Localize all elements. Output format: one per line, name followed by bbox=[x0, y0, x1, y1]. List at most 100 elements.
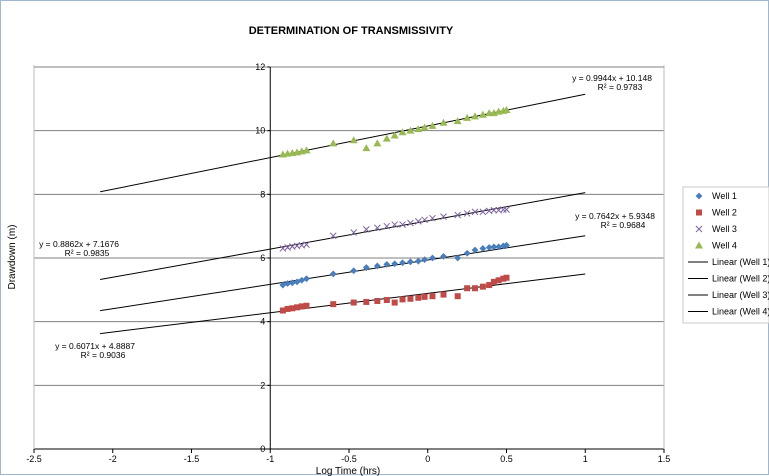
point-well-1 bbox=[373, 262, 381, 270]
legend-label: Well 2 bbox=[712, 208, 737, 218]
x-tick-label: -1.5 bbox=[184, 454, 200, 464]
y-tick-label: 8 bbox=[260, 189, 265, 199]
point-well-1 bbox=[399, 259, 406, 267]
point-well-3 bbox=[329, 232, 337, 240]
point-well-1 bbox=[284, 280, 291, 287]
point-well-4 bbox=[414, 125, 423, 133]
point-well-2 bbox=[294, 304, 301, 311]
point-well-3-stroke-b bbox=[407, 219, 414, 227]
legend-marker-well-1 bbox=[695, 192, 703, 200]
trendline-r2: R² = 0.9036 bbox=[81, 350, 126, 360]
point-well-4 bbox=[302, 146, 311, 154]
point-well-1 bbox=[329, 270, 337, 278]
trendline-equation: y = 0.6071x + 4.8887 bbox=[55, 341, 135, 351]
point-well-3 bbox=[490, 206, 498, 214]
point-well-2 bbox=[284, 305, 291, 312]
point-well-3 bbox=[350, 229, 358, 236]
point-well-2 bbox=[303, 302, 310, 309]
point-well-2 bbox=[429, 293, 436, 300]
legend-label: Linear (Well 4) bbox=[712, 307, 769, 317]
point-well-4 bbox=[382, 134, 391, 142]
trendline-well-1 bbox=[100, 235, 586, 312]
legend-marker-well-2 bbox=[696, 209, 702, 216]
trendline-r2: R² = 0.9684 bbox=[601, 220, 646, 230]
point-well-4 bbox=[420, 123, 429, 131]
point-well-3-stroke-b bbox=[440, 213, 447, 220]
x-tick-label: 1 bbox=[583, 454, 588, 464]
point-well-3-stroke-b bbox=[329, 232, 337, 240]
point-well-1 bbox=[495, 243, 503, 251]
point-well-3-stroke-b bbox=[362, 225, 370, 233]
point-well-4 bbox=[329, 139, 338, 147]
point-well-4 bbox=[428, 121, 437, 129]
point-well-2 bbox=[391, 299, 398, 306]
labels: DETERMINATION OF TRANSMISSIVITY Log Time… bbox=[7, 25, 454, 476]
point-well-3-stroke-b bbox=[293, 242, 301, 250]
trendline-well-3 bbox=[100, 192, 586, 281]
point-well-3 bbox=[503, 206, 510, 213]
point-well-2 bbox=[374, 297, 381, 304]
trendline-equation: y = 0.8862x + 7.1676 bbox=[39, 239, 119, 249]
x-tick-label: 0.5 bbox=[500, 454, 513, 464]
point-well-1 bbox=[503, 241, 510, 249]
point-well-3 bbox=[399, 221, 406, 228]
point-well-3-stroke-b bbox=[298, 241, 306, 249]
point-well-3 bbox=[373, 224, 381, 232]
point-well-3-stroke-b bbox=[373, 224, 381, 232]
point-well-2 bbox=[298, 303, 305, 310]
trendline-well-2 bbox=[100, 273, 586, 335]
trendline-r2: R² = 0.9783 bbox=[598, 82, 643, 92]
point-well-1 bbox=[303, 275, 310, 283]
data-points bbox=[278, 105, 511, 314]
point-well-3 bbox=[362, 225, 370, 233]
point-well-1 bbox=[485, 244, 493, 251]
point-well-1 bbox=[471, 246, 479, 254]
point-well-2 bbox=[500, 275, 507, 282]
legend-marker-well-3 bbox=[695, 225, 703, 233]
y-tick-label: 6 bbox=[260, 253, 265, 263]
trendline-equation: y = 0.7642x + 5.9348 bbox=[575, 211, 655, 221]
point-well-3-stroke-b bbox=[399, 221, 406, 228]
point-well-4 bbox=[406, 126, 415, 134]
y-tick-label: 10 bbox=[255, 126, 265, 136]
gridlines bbox=[34, 66, 664, 386]
point-well-3 bbox=[414, 218, 422, 225]
point-well-4 bbox=[373, 139, 382, 147]
point-well-2 bbox=[490, 278, 497, 285]
legend-marker-well-3-stroke-b bbox=[695, 225, 703, 233]
point-well-1 bbox=[391, 260, 399, 268]
legend-label: Well 1 bbox=[712, 191, 737, 201]
point-well-2 bbox=[279, 307, 286, 314]
trendline-equation: y = 0.9944x + 10.148 bbox=[572, 73, 652, 83]
point-well-2 bbox=[415, 294, 422, 301]
point-well-1 bbox=[440, 253, 447, 260]
point-well-2 bbox=[440, 291, 447, 298]
x-tick-label: -0.5 bbox=[341, 454, 357, 464]
point-well-3 bbox=[383, 222, 391, 230]
point-well-2 bbox=[495, 277, 502, 284]
point-well-3-stroke-b bbox=[421, 216, 428, 224]
point-well-3-stroke-b bbox=[490, 206, 498, 214]
point-well-4 bbox=[463, 113, 472, 121]
point-well-4 bbox=[362, 144, 371, 152]
point-well-3 bbox=[440, 213, 447, 220]
point-well-4 bbox=[453, 117, 462, 125]
y-tick-label: 12 bbox=[255, 62, 265, 72]
point-well-3 bbox=[391, 221, 399, 228]
x-tick-label: 0 bbox=[425, 454, 430, 464]
legend-label: Well 4 bbox=[712, 241, 737, 251]
x-tick-label: -1 bbox=[266, 454, 274, 464]
point-well-2 bbox=[479, 283, 486, 290]
point-well-2 bbox=[421, 293, 428, 300]
point-well-1 bbox=[362, 264, 370, 271]
x-axis-title: Log Time (hrs) bbox=[316, 466, 380, 476]
point-well-1 bbox=[298, 276, 306, 284]
point-well-3-stroke-b bbox=[485, 207, 493, 215]
point-well-1 bbox=[490, 243, 498, 251]
point-well-1 bbox=[350, 267, 358, 275]
point-well-1 bbox=[383, 260, 391, 268]
point-well-1 bbox=[429, 254, 436, 262]
point-well-2 bbox=[454, 293, 461, 300]
point-well-4 bbox=[478, 110, 487, 118]
